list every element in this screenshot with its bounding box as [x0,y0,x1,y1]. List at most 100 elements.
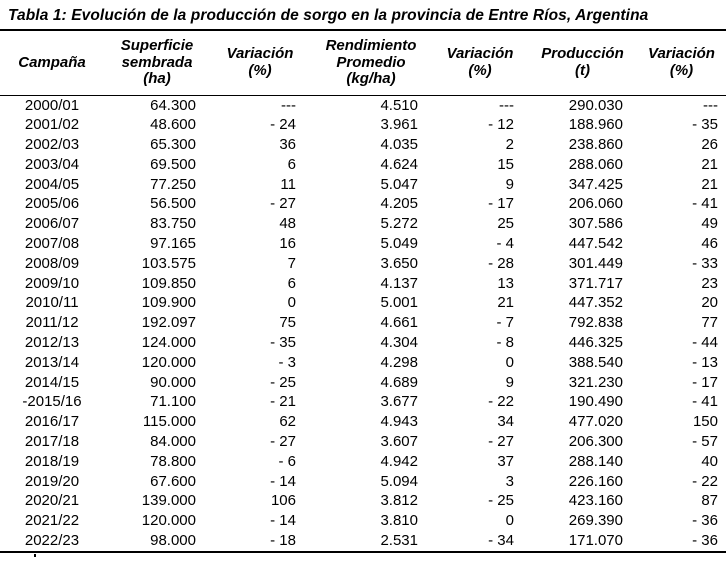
cell-rendimiento-promedio: 4.942 [380,452,418,470]
cell-variacion-superficie: - 3 [278,353,296,371]
cell-campana: 2018/19 [24,452,80,470]
cell-variacion-superficie: --- [281,96,296,114]
cell-superficie-sembrada: 109.900 [141,294,196,312]
cell-produccion: 206.300 [568,433,623,451]
cell-produccion: 347.425 [568,175,623,193]
cell-variacion-superficie: - 24 [270,116,296,134]
cell-variacion-rendimiento: 0 [505,512,514,530]
cell-campana: 2020/21 [24,492,80,510]
cell-campana: 2001/02 [24,116,80,134]
cell-variacion-produccion: - 41 [692,393,718,411]
table-row: 2018/19 78.800 - 6 4.942 37 288.140 40 [0,452,726,472]
cell-produccion: 269.390 [568,512,623,530]
cell-variacion-produccion: - 13 [692,353,718,371]
cell-variacion-rendimiento: 3 [505,472,514,490]
table-row: 2000/01 64.300 --- 4.510 --- 290.030 --- [0,95,726,115]
cell-variacion-produccion: --- [703,96,718,114]
cell-produccion: 301.449 [568,254,623,272]
cell-variacion-rendimiento: 25 [497,215,514,233]
cell-rendimiento-promedio: 4.624 [380,155,418,173]
cell-campana: 2017/18 [24,433,80,451]
cell-campana: 2006/07 [24,215,80,233]
cell-produccion: 321.230 [568,373,623,391]
cell-produccion: 206.060 [568,195,623,213]
table-row: 2019/20 67.600 - 14 5.094 3 226.160 - 22 [0,472,726,492]
cell-variacion-superficie: - 35 [270,334,296,352]
cell-campana: 2019/20 [24,472,80,490]
cell-superficie-sembrada: 78.800 [150,452,196,470]
cell-variacion-superficie: 36 [279,136,296,154]
cell-campana: 2012/13 [24,334,80,352]
cell-produccion: 238.860 [568,136,623,154]
cell-variacion-superficie: - 18 [270,532,296,550]
cell-campana: 2004/05 [24,175,80,193]
column-header-superficie-sembrada: Superficie sembrada (ha) [120,37,194,87]
cell-variacion-superficie: 7 [287,254,296,272]
cell-variacion-produccion: 40 [701,452,718,470]
table-body: 2000/01 64.300 --- 4.510 --- 290.030 --- 2001/0… [0,95,726,552]
cell-variacion-produccion: 46 [701,235,718,253]
cell-rendimiento-promedio: 3.812 [380,492,418,510]
cell-variacion-superficie: 11 [280,175,296,193]
cell-superficie-sembrada: 192.097 [141,314,196,332]
cell-campana: 2014/15 [24,373,80,391]
cell-variacion-rendimiento: - 4 [496,235,514,253]
cell-superficie-sembrada: 120.000 [141,512,196,530]
cell-superficie-sembrada: 56.500 [150,195,196,213]
cell-variacion-superficie: 0 [287,294,296,312]
cell-variacion-produccion: 20 [701,294,718,312]
cell-produccion: 477.020 [568,413,623,431]
cell-variacion-produccion: - 36 [692,532,718,550]
cell-campana: 2009/10 [24,274,80,292]
cell-variacion-rendimiento: 0 [505,353,514,371]
cell-variacion-superficie: - 27 [270,433,296,451]
cell-variacion-rendimiento: - 28 [488,254,514,272]
cell-campana: 2007/08 [24,235,80,253]
table-row: 2002/03 65.300 36 4.035 2 238.860 26 [0,135,726,155]
cell-produccion: 371.717 [568,274,623,292]
cell-variacion-produccion: - 22 [692,472,718,490]
cell-campana: 2003/04 [24,155,80,173]
cell-campana: 2022/23 [24,532,80,550]
cell-rendimiento-promedio: 4.689 [380,373,418,391]
cell-produccion: 446.325 [568,334,623,352]
table-row: 2014/15 90.000 - 25 4.689 9 321.230 - 17 [0,373,726,393]
cell-rendimiento-promedio: 4.035 [380,136,418,154]
cell-variacion-produccion: - 35 [692,116,718,134]
table-row: 2012/13 124.000 - 35 4.304 - 8 446.325 - 44 [0,333,726,353]
cell-variacion-superficie: 75 [279,314,296,332]
column-header-campana: Campaña [18,53,86,71]
cell-rendimiento-promedio: 4.298 [380,353,418,371]
cell-superficie-sembrada: 115.000 [142,413,196,431]
table-row: 2013/14 120.000 - 3 4.298 0 388.540 - 13 [0,353,726,373]
cell-rendimiento-promedio: 4.205 [380,195,418,213]
cell-rendimiento-promedio: 5.094 [380,472,418,490]
cell-campana: 2005/06 [24,195,80,213]
cell-variacion-superficie: 48 [279,215,296,233]
cell-variacion-rendimiento: --- [499,96,514,114]
cell-superficie-sembrada: 69.500 [150,155,196,173]
cell-variacion-superficie: - 25 [270,373,296,391]
cell-rendimiento-promedio: 3.961 [380,116,418,134]
table-row: 2016/17 115.000 62 4.943 34 477.020 150 [0,412,726,432]
cell-variacion-superficie: 6 [287,274,296,292]
cell-campana: 2010/11 [25,294,79,312]
footnote-mark [34,553,36,557]
cell-variacion-rendimiento: 9 [505,373,514,391]
cell-produccion: 171.070 [568,532,623,550]
cell-rendimiento-promedio: 5.049 [380,235,418,253]
cell-produccion: 792.838 [568,314,623,332]
cell-superficie-sembrada: 139.000 [141,492,196,510]
cell-campana: 2016/17 [24,413,80,431]
table-row: 2009/10 109.850 6 4.137 13 371.717 23 [0,274,726,294]
cell-superficie-sembrada: 84.000 [150,433,196,451]
table-row: 2007/08 97.165 16 5.049 - 4 447.542 46 [0,234,726,254]
cell-rendimiento-promedio: 3.810 [380,512,418,530]
sorgo-production-table: Campaña Superficie sembrada (ha) Variaci… [0,31,726,553]
cell-variacion-rendimiento: 34 [497,413,514,431]
table-row: 2021/22 120.000 - 14 3.810 0 269.390 - 36 [0,511,726,531]
cell-campana: 2002/03 [24,136,80,154]
cell-superficie-sembrada: 77.250 [150,175,196,193]
cell-produccion: 288.140 [568,452,623,470]
